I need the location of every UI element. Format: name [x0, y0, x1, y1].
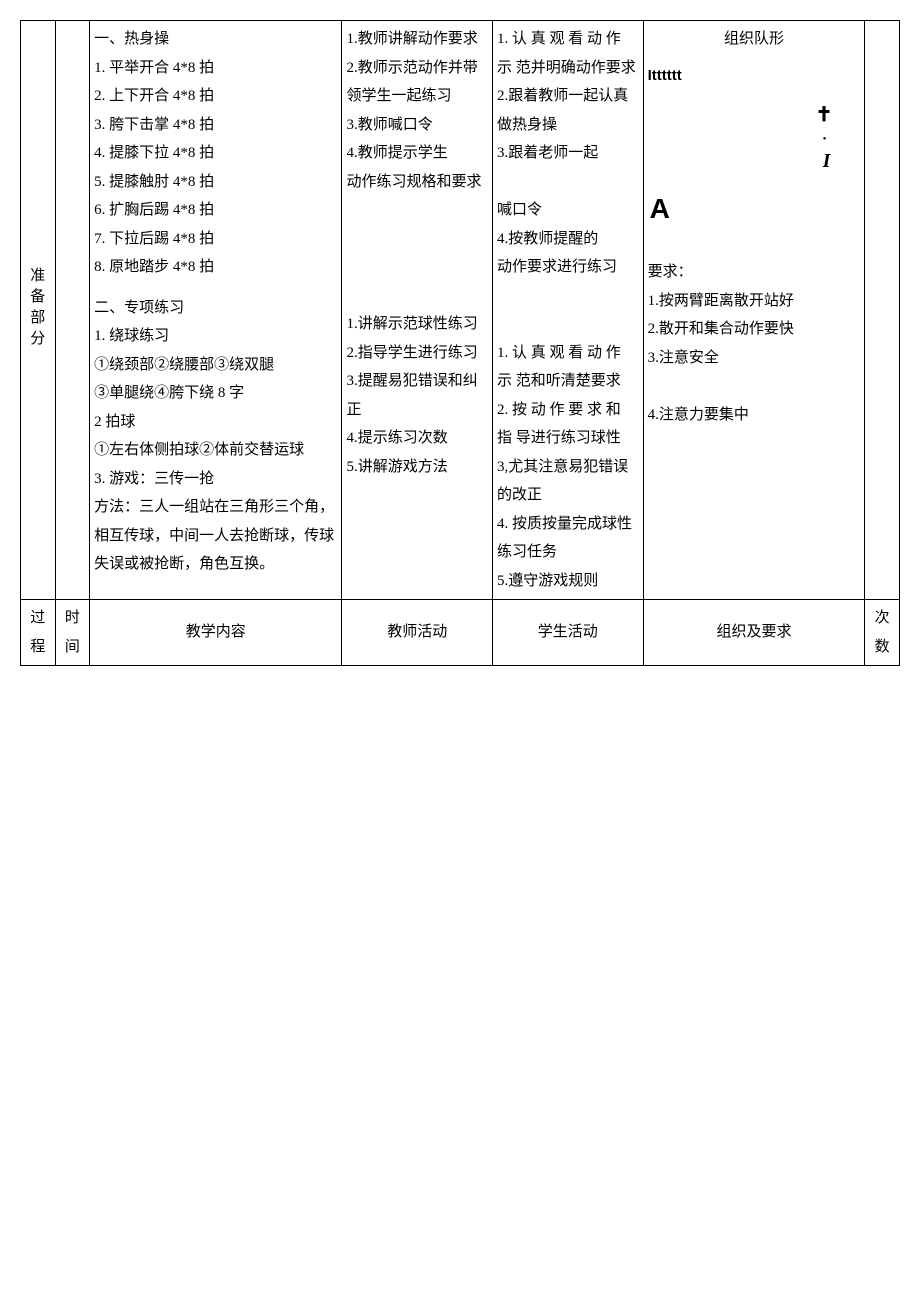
teacher-line — [346, 253, 488, 282]
organization-cell: 组织队形 Itttttt ✝ ● I A 要求： 1.按两臂距离散开站好 2.散… — [643, 21, 865, 600]
header-cell-count: 次数 — [865, 600, 900, 666]
teacher-line: 5.讲解游戏方法 — [346, 453, 488, 482]
student-line: 3.跟着老师一起 — [497, 139, 639, 168]
content-line: 二、专项练习 — [94, 294, 337, 323]
teaching-content-cell: 一、热身操 1. 平举开合 4*8 拍 2. 上下开合 4*8 拍 3. 胯下击… — [90, 21, 342, 600]
spacer — [94, 282, 337, 294]
req-line: 1.按两臂距离散开站好 — [648, 287, 861, 316]
header-cell-content: 教学内容 — [90, 600, 342, 666]
org-formation-symbol: Itttttt — [648, 62, 861, 91]
spacer — [648, 210, 861, 234]
req-line: 3.注意安全 — [648, 344, 861, 373]
student-activity-cell: 1. 认 真 观 看 动 作 示 范并明确动作要求 2.跟着教师一起认真做热身操… — [493, 21, 644, 600]
person-icon: ✝ — [816, 96, 833, 134]
req-line — [648, 429, 861, 458]
student-line: 4.按教师提醒的 — [497, 225, 639, 254]
teacher-line: 2.指导学生进行练习 — [346, 339, 488, 368]
content-line: 3. 胯下击掌 4*8 拍 — [94, 111, 337, 140]
time-cell — [55, 21, 90, 600]
content-line: 6. 扩胸后踢 4*8 拍 — [94, 196, 337, 225]
student-line — [497, 310, 639, 339]
req-line: 2.散开和集合动作要快 — [648, 315, 861, 344]
content-line: 1. 平举开合 4*8 拍 — [94, 54, 337, 83]
req-header: 要求： — [648, 258, 861, 287]
slash-icon: I — [823, 142, 831, 180]
header-cell-student: 学生活动 — [493, 600, 644, 666]
teacher-line: 1.教师讲解动作要求 — [346, 25, 488, 54]
content-line: 2. 上下开合 4*8 拍 — [94, 82, 337, 111]
student-line: 动作要求进行练习 — [497, 253, 639, 282]
lesson-plan-table: 准备部分 一、热身操 1. 平举开合 4*8 拍 2. 上下开合 4*8 拍 3… — [20, 20, 900, 666]
header-cell-time: 时间 — [55, 600, 90, 666]
org-title: 组织队形 — [648, 25, 861, 54]
content-line: 方法：三人一组站在三角形三个角，相互传球，中间一人去抢断球，传球失误或被抢断，角… — [94, 493, 337, 579]
teacher-line: 动作练习规格和要求 — [346, 168, 488, 197]
student-line: 2. 按 动 作 要 求 和 指 导进行练习球性 — [497, 396, 639, 453]
student-line: 5.遵守游戏规则 — [497, 567, 639, 596]
content-line: 1. 绕球练习 — [94, 322, 337, 351]
content-line: ①绕颈部②绕腰部③绕双腿 — [94, 351, 337, 380]
content-line: 7. 下拉后踢 4*8 拍 — [94, 225, 337, 254]
count-cell — [865, 21, 900, 600]
teacher-line: 1.讲解示范球性练习 — [346, 310, 488, 339]
content-line: 2 拍球 — [94, 408, 337, 437]
teacher-activity-cell: 1.教师讲解动作要求 2.教师示范动作并带领学生一起练习 3.教师喊口令 4.教… — [342, 21, 493, 600]
section-label: 准备部分 — [30, 266, 45, 350]
content-line: 8. 原地踏步 4*8 拍 — [94, 253, 337, 282]
req-line — [648, 372, 861, 401]
header-cell-org: 组织及要求 — [643, 600, 865, 666]
content-line: ③单腿绕④胯下绕 8 字 — [94, 379, 337, 408]
content-line: 3. 游戏：三传一抢 — [94, 465, 337, 494]
teacher-line: 4.提示练习次数 — [346, 424, 488, 453]
org-glyph-region: ✝ ● I A — [648, 90, 861, 210]
student-line: 4. 按质按量完成球性练习任务 — [497, 510, 639, 567]
teacher-line: 4.教师提示学生 — [346, 139, 488, 168]
teacher-line — [346, 225, 488, 254]
content-line: 5. 提膝触肘 4*8 拍 — [94, 168, 337, 197]
req-line: 4.注意力要集中 — [648, 401, 861, 430]
content-line: 一、热身操 — [94, 25, 337, 54]
content-line: 4. 提膝下拉 4*8 拍 — [94, 139, 337, 168]
student-line: 2.跟着教师一起认真做热身操 — [497, 82, 639, 139]
student-line: 喊口令 — [497, 196, 639, 225]
teacher-line — [346, 282, 488, 311]
teacher-line: 3.提醒易犯错误和纠正 — [346, 367, 488, 424]
student-line: 1. 认 真 观 看 动 作 示 范和听清楚要求 — [497, 339, 639, 396]
spacer — [648, 234, 861, 258]
student-line — [497, 168, 639, 197]
table-header-row: 过程 时间 教学内容 教师活动 学生活动 组织及要求 次数 — [21, 600, 900, 666]
teacher-line — [346, 196, 488, 225]
header-cell-process: 过程 — [21, 600, 56, 666]
student-line — [497, 282, 639, 311]
letter-a-icon: A — [650, 182, 670, 235]
content-line: ①左右体侧拍球②体前交替运球 — [94, 436, 337, 465]
student-line: 3,尤其注意易犯错误的改正 — [497, 453, 639, 510]
teacher-line: 2.教师示范动作并带领学生一起练习 — [346, 54, 488, 111]
student-line: 1. 认 真 观 看 动 作 示 范并明确动作要求 — [497, 25, 639, 82]
table-row: 准备部分 一、热身操 1. 平举开合 4*8 拍 2. 上下开合 4*8 拍 3… — [21, 21, 900, 600]
teacher-line: 3.教师喊口令 — [346, 111, 488, 140]
header-cell-teacher: 教师活动 — [342, 600, 493, 666]
section-label-cell: 准备部分 — [21, 21, 56, 600]
